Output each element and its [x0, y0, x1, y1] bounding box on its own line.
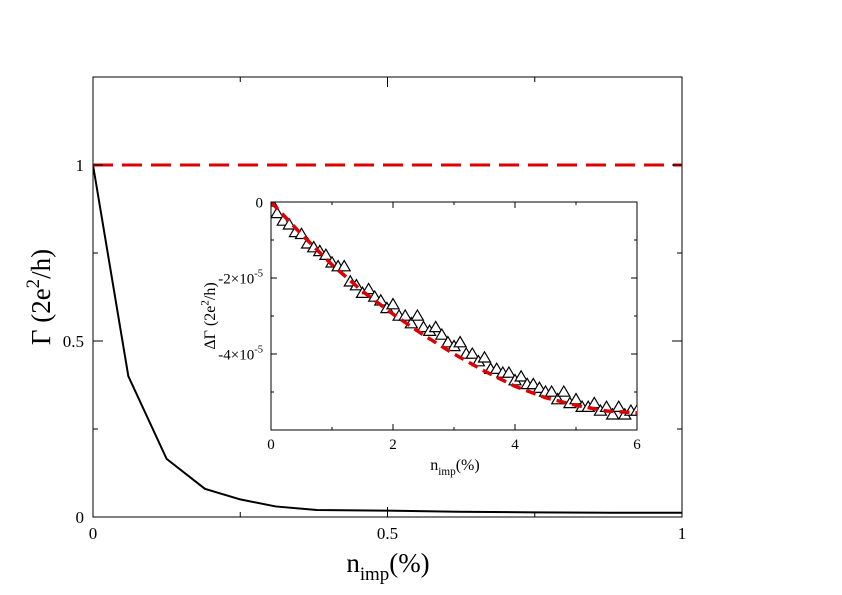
x-tick-label: 0 — [267, 437, 275, 453]
inset-chart: 0 2 4 6 0 -2×10-5 -4×10-5 nimp(%) ΔΓ (2e2/h) — [200, 195, 642, 478]
x-tick-label: 0.5 — [377, 524, 398, 543]
series-line — [93, 164, 682, 514]
data-point-triangle — [544, 384, 559, 397]
y-tick-label: -4×10-5 — [218, 345, 263, 364]
data-area — [93, 163, 682, 514]
plot-frame — [270, 201, 638, 431]
data-point-triangle — [532, 381, 547, 393]
x-tick-label: 0 — [89, 524, 98, 543]
data-point-triangle — [361, 282, 376, 295]
data-point-triangle — [271, 206, 285, 219]
data-point-triangle — [434, 327, 449, 340]
data-point-triangle — [477, 350, 492, 363]
y-tick-label: 0 — [256, 195, 264, 211]
data-point-triangle — [398, 308, 413, 321]
data-point-triangle — [526, 377, 541, 390]
x-tick-label: 4 — [511, 437, 519, 453]
data-point-triangle — [385, 297, 401, 310]
data-point-triangle — [489, 362, 504, 374]
data-point-triangle — [416, 320, 431, 333]
data-point-triangle — [611, 400, 626, 412]
data-point-triangle — [428, 320, 443, 333]
data-point-triangle — [465, 346, 480, 359]
data-point-triangle — [556, 384, 571, 397]
x-tick-label: 6 — [633, 437, 641, 453]
series-line-dashed — [271, 202, 637, 415]
data-point-triangle — [605, 407, 620, 420]
y-tick-label: 1 — [76, 156, 85, 175]
data-point-triangle — [337, 259, 352, 272]
data-point-triangle — [367, 289, 382, 302]
y-tick-label: 0 — [76, 508, 85, 527]
x-tick-label: 2 — [389, 437, 397, 453]
data-area — [271, 202, 637, 420]
x-axis-label: nimp(%) — [346, 548, 429, 585]
data-point-triangle — [440, 335, 455, 348]
data-point-triangle — [410, 308, 425, 321]
y-tick-label: 0.5 — [63, 332, 84, 351]
x-tick-label: 1 — [678, 524, 687, 543]
y-axis-label: Γ (2e2/h) — [23, 249, 56, 345]
x-axis-label: nimp(%) — [430, 457, 479, 478]
y-tick-label: -2×10-5 — [218, 269, 263, 288]
data-point-triangle — [453, 335, 468, 348]
y-axis-label: ΔΓ (2e2/h) — [200, 282, 219, 349]
data-point-triangle — [501, 365, 516, 378]
data-point-triangle — [514, 369, 529, 382]
